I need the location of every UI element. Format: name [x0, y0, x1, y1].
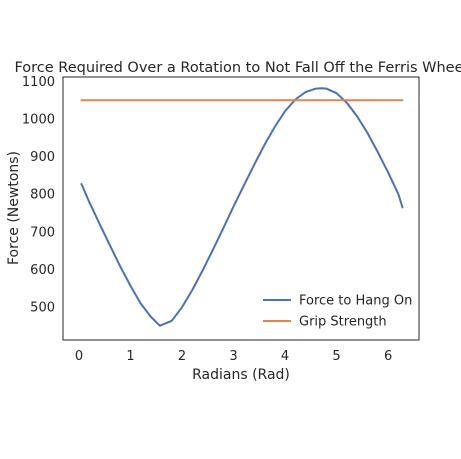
x-tick-label: 1: [126, 349, 134, 364]
x-tick-label: 5: [332, 349, 340, 364]
plot-frame: [62, 76, 420, 341]
y-axis-label: Force (Newtons): [6, 151, 22, 265]
legend-label-2: Grip Strength: [299, 315, 387, 330]
x-tick-label: 4: [281, 349, 289, 364]
series-layer: [80, 87, 404, 327]
y-tick-label: 500: [30, 300, 55, 315]
x-tick-label: 0: [75, 349, 83, 364]
x-tick-label: 2: [178, 349, 186, 364]
y-tick-label: 700: [30, 225, 55, 240]
y-tick-label: 900: [30, 150, 55, 165]
y-tick-label: 600: [30, 263, 55, 278]
x-tick-label: 6: [384, 349, 392, 364]
y-tick-label: 1100: [22, 75, 55, 90]
legend-label-1: Force to Hang On: [299, 294, 412, 309]
y-tick-label: 800: [30, 188, 55, 203]
x-tick-labels: 0 1 2 3 4 5 6: [75, 349, 392, 364]
y-tick-labels: 500 600 700 800 900 1000 1100: [22, 75, 55, 315]
x-tick-label: 3: [229, 349, 237, 364]
chart-title: Force Required Over a Rotation to Not Fa…: [14, 60, 461, 76]
y-tick-label: 1000: [22, 113, 55, 128]
series-line-1: [80, 87, 404, 327]
legend: Force to Hang On Grip Strength: [263, 294, 412, 330]
x-axis-label: Radians (Rad): [192, 367, 290, 383]
